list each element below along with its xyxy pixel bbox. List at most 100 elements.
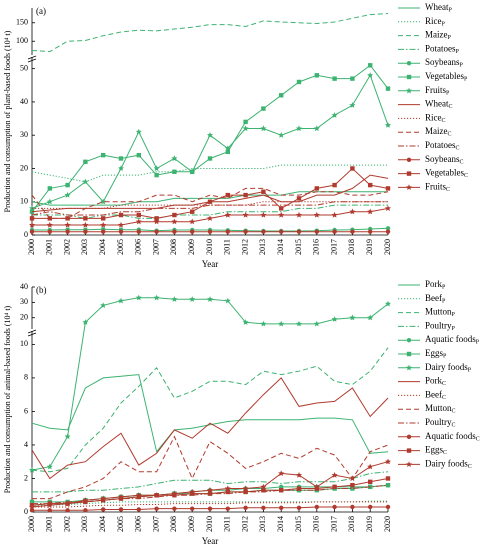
x-tick-label: 2018 [347,239,356,255]
x-tick-label: 2000 [27,239,36,255]
legend-subscript: P [468,368,472,374]
legend-label: WheatP [425,2,452,14]
marker [118,165,124,172]
marker [118,493,124,500]
x-tick-label: 2007 [151,516,160,532]
marker [243,229,248,234]
legend-label: FruitsP [425,85,450,97]
marker [385,229,391,234]
legend-subscript: C [464,173,468,179]
marker [261,106,266,111]
marker [83,229,88,234]
axis-break [27,58,37,63]
marker [224,145,231,152]
marker [136,212,141,218]
y-tick-label: 10 [20,197,28,206]
legend-label: MaizeP [425,30,452,42]
marker [225,489,230,495]
x-tick-label: 2009 [187,516,196,532]
legend-name: Beef [425,293,442,303]
y-tick-label: 20 [20,313,28,322]
marker [46,198,53,205]
x-tick-label: 2002 [62,239,71,255]
series-line [31,187,389,219]
legend-name: Poultry [425,320,452,330]
x-tick-label: 2012 [240,516,249,532]
legend-label: WheatC [425,99,453,111]
x-tick-label: 2016 [312,239,321,255]
legend-name: Maize [425,30,448,40]
marker [224,297,231,304]
marker [207,487,213,493]
series-line [31,13,389,53]
legend-subscript: P [452,326,456,332]
marker [314,486,319,491]
legend-marker [406,171,412,176]
marker [207,156,213,161]
legend-subscript: P [446,91,450,97]
marker [118,229,124,234]
y-axis-label: Production and consumption of animal-bas… [3,305,12,493]
y-axis-label: Production and consumption of plant-base… [3,30,12,212]
y-tick-label: 20 [20,163,28,172]
legend-name: Aquatic foods [425,334,476,344]
marker [153,492,160,498]
marker [136,152,141,158]
marker [243,119,248,125]
marker [83,216,88,221]
marker [224,211,231,218]
x-tick-label: 2010 [205,516,214,532]
marker [101,229,106,234]
x-tick-label: 2009 [187,239,196,255]
marker [368,479,373,485]
marker [64,191,71,198]
marker [314,73,319,78]
marker [118,221,124,228]
legend-label: SoybeansP [425,57,464,69]
series-line [32,471,389,493]
x-tick-label: 2018 [347,516,356,532]
legend-label: MaizeC [425,126,452,138]
marker [385,504,391,510]
marker [278,132,285,138]
x-tick-label: 2011 [223,239,232,255]
marker [278,320,285,327]
marker [65,508,70,513]
legend-subscript: P [464,77,468,83]
legend-marker [406,434,412,439]
marker [296,79,302,85]
x-tick-label: 2007 [151,239,160,255]
y-tick-label: 150 [16,18,28,27]
legend-label: BeefP [425,293,446,305]
marker [350,76,355,81]
marker [349,102,356,108]
marker [47,216,52,221]
x-tick-label: 2003 [80,239,89,255]
legend-subscript: C [448,104,452,110]
marker [190,506,195,511]
marker [242,319,249,325]
series-line [32,167,389,219]
series-line [31,347,389,473]
x-tick-label: 2011 [223,516,232,532]
series-line [32,500,388,506]
legend-name: Wheat [425,2,449,12]
marker [331,112,338,118]
marker [118,297,124,304]
marker [368,229,373,234]
x-tick-label: 2001 [45,516,54,532]
marker [225,149,230,155]
marker [154,216,159,221]
marker [154,506,159,511]
marker [46,463,53,470]
x-tick-label: 2019 [365,516,374,532]
marker [207,132,213,138]
legend-label: EggsP [425,348,447,360]
marker [64,221,71,228]
y-tick-label: 40 [20,282,28,291]
marker [101,498,106,503]
x-tick-label: 2005 [116,239,125,255]
marker [314,229,319,234]
marker [313,211,320,218]
legend-subscript: C [442,395,446,401]
